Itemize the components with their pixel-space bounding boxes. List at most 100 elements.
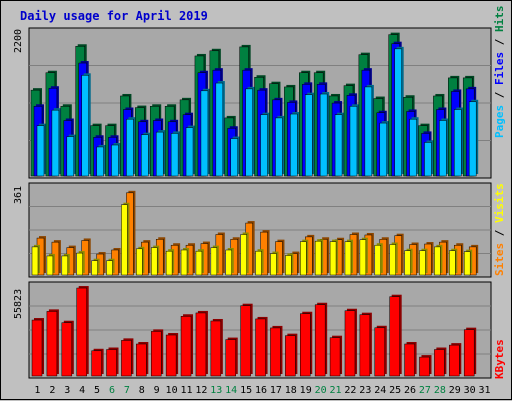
bar-kbytes-day-15-face [240, 305, 251, 377]
bar-visits-day-7 [121, 202, 130, 276]
bar-visits-day-17 [270, 251, 279, 276]
bar-pages-day-13 [215, 81, 225, 177]
bar-visits-day-4 [76, 251, 85, 276]
bar-kbytes-day-23-face [359, 314, 371, 377]
bar-kbytes-day-3 [61, 320, 74, 377]
bar-kbytes-day-4 [76, 286, 89, 377]
day-label-13: 13 [210, 385, 222, 396]
bar-visits-day-13-face [210, 247, 218, 276]
bar-kbytes-day-24-face [374, 327, 386, 377]
bar-pages-day-9-face [155, 131, 164, 177]
bar-visits-day-19 [300, 239, 309, 276]
bar-visits-day-11 [180, 247, 190, 276]
bar-visits-day-27-face [419, 250, 426, 276]
bar-visits-day-2-face [46, 255, 54, 276]
bar-kbytes-day-1-face [31, 319, 43, 377]
day-label-24: 24 [374, 385, 386, 396]
bar-visits-day-2 [46, 253, 55, 276]
bar-kbytes-day-27 [419, 355, 432, 377]
day-label-15: 15 [240, 385, 252, 396]
bar-kbytes-day-19-face [300, 313, 311, 377]
top-ymax-label: 2200 [13, 29, 24, 53]
day-label-3: 3 [64, 385, 70, 396]
bar-visits-day-10 [165, 249, 175, 276]
day-label-23: 23 [359, 385, 371, 396]
bar-pages-day-29 [454, 107, 464, 177]
bar-visits-day-29 [449, 248, 458, 276]
bar-visits-day-20-face [314, 240, 322, 276]
bar-visits-day-23-face [359, 239, 367, 276]
bar-pages-day-8 [141, 132, 151, 177]
bar-pages-day-12-face [200, 90, 209, 177]
bar-kbytes-day-29-face [449, 344, 460, 377]
day-label-2: 2 [49, 385, 55, 396]
bar-visits-day-9-face [150, 247, 158, 276]
bar-visits-day-1 [31, 244, 40, 276]
bar-pages-day-17-face [275, 117, 283, 177]
bar-pages-day-12 [200, 88, 210, 177]
day-label-1: 1 [34, 385, 40, 396]
bottom-legend-text: KBytes [493, 339, 506, 379]
bar-visits-day-27 [419, 248, 428, 276]
day-label-5: 5 [94, 385, 100, 396]
day-label-25: 25 [389, 385, 401, 396]
bar-kbytes-day-18 [285, 333, 298, 377]
top-legend-text: Pages / Files / Hits [493, 6, 506, 139]
legend-files: Files [493, 52, 506, 85]
bar-visits-day-25 [389, 242, 398, 276]
bar-kbytes-day-23 [359, 312, 372, 377]
bar-pages-day-1-face [36, 125, 45, 177]
bar-pages-day-25 [394, 46, 404, 177]
day-label-9: 9 [154, 385, 160, 396]
middle-ymax-label: 361 [13, 186, 24, 204]
bar-kbytes-day-4-face [76, 287, 87, 377]
bar-kbytes-day-26 [404, 341, 417, 377]
bar-visits-day-14-face [225, 249, 232, 276]
day-label-19: 19 [300, 385, 312, 396]
bar-kbytes-day-14-face [225, 339, 236, 377]
bar-kbytes-day-25-face [389, 296, 400, 377]
bar-pages-day-18 [290, 112, 300, 177]
bar-pages-day-23-face [364, 86, 373, 177]
legend-sites: Sites [493, 243, 506, 276]
bar-kbytes-day-3-face [61, 322, 73, 377]
bar-visits-day-1-face [31, 246, 39, 276]
bar-kbytes-day-8 [136, 341, 149, 377]
day-label-12: 12 [195, 385, 207, 396]
bar-kbytes-day-16-face [255, 318, 266, 377]
legend-separator: / [493, 223, 506, 243]
day-label-17: 17 [270, 385, 282, 396]
bar-pages-day-3-face [66, 136, 75, 177]
bar-kbytes-day-10 [165, 333, 179, 377]
bar-pages-day-10-face [170, 133, 179, 177]
bar-visits-day-8-face [136, 248, 143, 276]
day-label-31: 31 [479, 385, 491, 396]
legend-visits: Visits [493, 183, 506, 223]
day-label-10: 10 [166, 385, 178, 396]
bar-kbytes-day-6 [106, 347, 119, 377]
bar-kbytes-day-20 [314, 302, 328, 377]
bar-visits-day-12 [195, 249, 204, 276]
bar-pages-day-5-face [96, 146, 104, 177]
bar-kbytes-day-27-face [419, 356, 430, 377]
bar-visits-day-3-face [61, 255, 69, 276]
day-label-7: 7 [124, 385, 130, 396]
bar-kbytes-day-9-face [150, 331, 162, 377]
bar-visits-day-19-face [300, 241, 307, 276]
bar-kbytes-day-15 [240, 303, 253, 377]
legend-kbytes: KBytes [493, 339, 506, 379]
bar-kbytes-day-10-face [165, 334, 177, 377]
bar-kbytes-day-12 [195, 310, 208, 377]
day-label-14: 14 [225, 385, 237, 396]
bar-pages-day-21-face [334, 114, 343, 177]
legend-separator: / [493, 85, 506, 105]
bar-visits-day-10-face [165, 250, 173, 276]
bar-kbytes-day-7-face [121, 340, 132, 377]
bar-pages-day-26 [409, 117, 419, 177]
bar-kbytes-day-19 [300, 311, 313, 377]
bar-visits-day-24-face [374, 244, 382, 276]
bar-visits-day-5-face [91, 260, 98, 276]
bar-pages-day-22 [349, 104, 359, 177]
bar-pages-day-25-face [394, 48, 402, 177]
